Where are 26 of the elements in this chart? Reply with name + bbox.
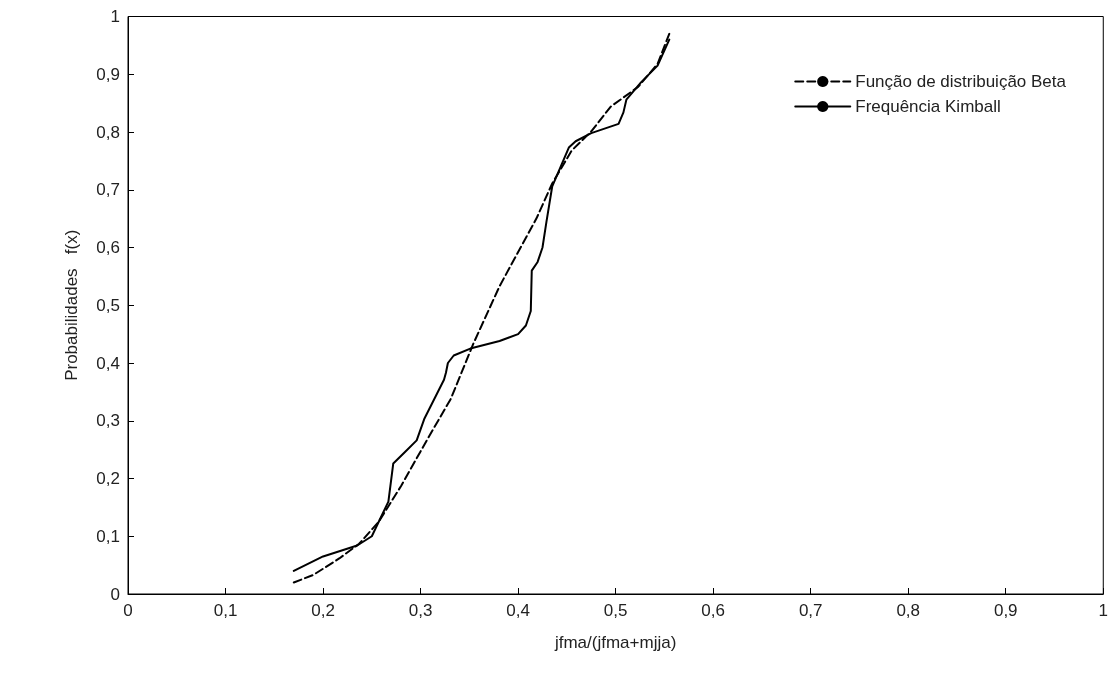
- y-tick-label: 0,6: [96, 238, 120, 257]
- legend-label: Função de distribuição Beta: [855, 72, 1067, 91]
- y-tick-label: 1: [110, 7, 120, 26]
- y-tick-label: 0,2: [96, 469, 120, 488]
- x-tick-label: 0: [123, 601, 133, 620]
- y-tick-label: 0,4: [96, 353, 120, 373]
- y-tick-label: 0,3: [96, 411, 120, 431]
- x-tick-label: 0,3: [408, 601, 433, 620]
- y-axis-title: Probabilidades f(x): [62, 229, 81, 381]
- legend-label: Frequência Kimball: [855, 97, 1001, 116]
- y-tick-label: 0,7: [96, 180, 120, 200]
- x-tick-label: 0,2: [311, 601, 335, 620]
- y-tick-label: 0: [110, 584, 120, 604]
- y-tick-label: 0,8: [96, 122, 120, 142]
- y-tick-label: 0,9: [96, 64, 120, 84]
- y-tick-label: 0,1: [96, 526, 120, 546]
- y-tick-label: 0,5: [96, 295, 120, 315]
- x-tick-label: 0,8: [896, 601, 921, 620]
- x-tick-label: 0,4: [506, 601, 530, 620]
- x-axis-title: jfma/(jfma+mjja): [553, 633, 677, 652]
- x-tick-label: 0,1: [213, 601, 238, 620]
- x-tick-label: 0,7: [798, 601, 823, 620]
- x-tick-label: 0,6: [701, 601, 725, 620]
- x-tick-label: 0,5: [603, 601, 628, 620]
- x-tick-label: 1: [1098, 601, 1109, 620]
- x-tick-label: 0,9: [993, 601, 1018, 620]
